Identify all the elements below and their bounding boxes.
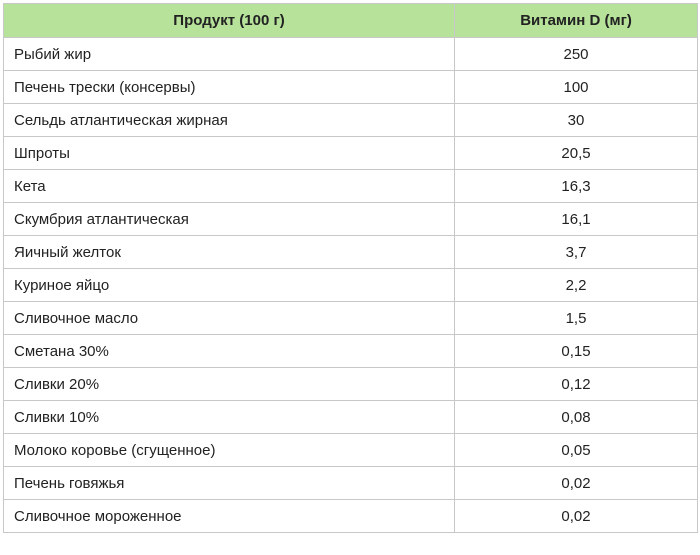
product-cell: Шпроты bbox=[3, 136, 455, 170]
value-cell: 3,7 bbox=[454, 235, 698, 269]
value-cell: 1,5 bbox=[454, 301, 698, 335]
product-cell: Молоко коровье (сгущенное) bbox=[3, 433, 455, 467]
product-cell: Рыбий жир bbox=[3, 37, 455, 71]
product-cell: Куриное яйцо bbox=[3, 268, 455, 302]
vitamin-d-table: Продукт (100 г) Витамин D (мг) Рыбий жир… bbox=[3, 3, 698, 533]
product-cell: Кета bbox=[3, 169, 455, 203]
table-row: Сливочное масло 1,5 bbox=[3, 301, 698, 335]
value-cell: 16,3 bbox=[454, 169, 698, 203]
table-row: Шпроты 20,5 bbox=[3, 136, 698, 170]
value-cell: 0,05 bbox=[454, 433, 698, 467]
product-cell: Скумбрия атлантическая bbox=[3, 202, 455, 236]
table-row: Сметана 30% 0,15 bbox=[3, 334, 698, 368]
value-cell: 100 bbox=[454, 70, 698, 104]
value-cell: 20,5 bbox=[454, 136, 698, 170]
value-cell: 250 bbox=[454, 37, 698, 71]
product-cell: Сливки 20% bbox=[3, 367, 455, 401]
value-cell: 0,02 bbox=[454, 499, 698, 533]
value-cell: 2,2 bbox=[454, 268, 698, 302]
table-row: Сливки 10% 0,08 bbox=[3, 400, 698, 434]
value-cell: 0,15 bbox=[454, 334, 698, 368]
product-cell: Сливочное мороженное bbox=[3, 499, 455, 533]
product-cell: Яичный желток bbox=[3, 235, 455, 269]
table-row: Печень трески (консервы) 100 bbox=[3, 70, 698, 104]
product-cell: Сливки 10% bbox=[3, 400, 455, 434]
value-cell: 0,12 bbox=[454, 367, 698, 401]
header-vitamin-d: Витамин D (мг) bbox=[454, 3, 698, 38]
header-product: Продукт (100 г) bbox=[3, 3, 455, 38]
product-cell: Печень трески (консервы) bbox=[3, 70, 455, 104]
table-row: Скумбрия атлантическая 16,1 bbox=[3, 202, 698, 236]
table-row: Сливочное мороженное 0,02 bbox=[3, 499, 698, 533]
product-cell: Сливочное масло bbox=[3, 301, 455, 335]
table-header-row: Продукт (100 г) Витамин D (мг) bbox=[3, 3, 698, 38]
table-row: Печень говяжья 0,02 bbox=[3, 466, 698, 500]
table-row: Куриное яйцо 2,2 bbox=[3, 268, 698, 302]
product-cell: Сметана 30% bbox=[3, 334, 455, 368]
product-cell: Сельдь атлантическая жирная bbox=[3, 103, 455, 137]
value-cell: 0,08 bbox=[454, 400, 698, 434]
product-cell: Печень говяжья bbox=[3, 466, 455, 500]
table-row: Кета 16,3 bbox=[3, 169, 698, 203]
value-cell: 16,1 bbox=[454, 202, 698, 236]
value-cell: 0,02 bbox=[454, 466, 698, 500]
value-cell: 30 bbox=[454, 103, 698, 137]
table-row: Молоко коровье (сгущенное) 0,05 bbox=[3, 433, 698, 467]
table-row: Рыбий жир 250 bbox=[3, 37, 698, 71]
table-row: Сливки 20% 0,12 bbox=[3, 367, 698, 401]
table-row: Яичный желток 3,7 bbox=[3, 235, 698, 269]
table-row: Сельдь атлантическая жирная 30 bbox=[3, 103, 698, 137]
